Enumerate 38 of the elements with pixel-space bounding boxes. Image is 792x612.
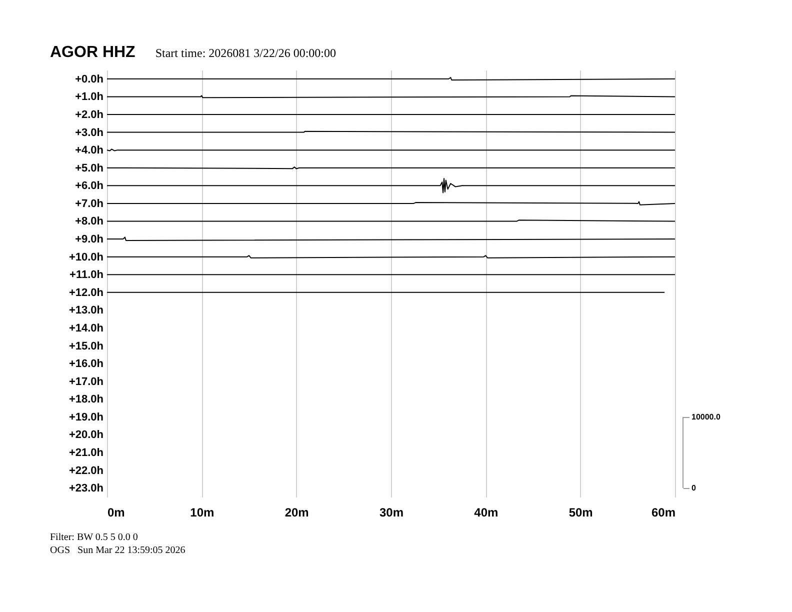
y-tick-label: +14.0h [68,322,104,334]
y2-tick-label: 10000.0 [692,412,721,422]
y-tick-label: +6.0h [75,180,104,192]
y-tick-label: +10.0h [68,251,104,264]
x-tick-label: 10m [190,506,214,520]
y-tick-label: +21.0h [68,447,104,460]
y-tick-label: +11.0h [70,269,104,282]
x-tick-label: 50m [568,506,593,520]
y-tick-label: +22.0h [68,464,104,477]
y-tick-label: +23.0h [68,482,104,495]
line-series [107,178,675,194]
y-tick-label: +4.0h [75,144,104,157]
y-tick-label: +13.0h [68,304,104,317]
y2-tick-label: 0 [692,484,696,493]
x-tick-label: 30m [379,506,404,520]
text: OGS Sun Mar 22 13:59:05 2026 [50,545,186,556]
y-tick-label: +2.0h [75,108,104,121]
y-tick-label: +16.0h [68,358,104,370]
y-tick-label: +15.0h [68,340,104,352]
chart-title: AGOR HHZ [50,44,136,61]
y-tick-label: +0.0h [75,73,104,86]
y-tick-label: +3.0h [75,126,104,139]
y-tick-label: +1.0h [75,91,104,104]
y-tick-label: +5.0h [75,162,104,174]
x-tick-label: 40m [474,506,498,520]
text: Filter: BW 0.5 5 0.0 0 [50,532,138,543]
x-tick-label: 0m [108,506,125,520]
chart-subtitle: Start time: 2026081 3/22/26 00:00:00 [155,46,336,60]
y-tick-label: +9.0h [75,234,104,246]
x-tick-label: 60m [651,506,676,520]
y-tick-label: +17.0h [68,376,104,388]
y-tick-label: +7.0h [75,198,104,210]
y-tick-label: +18.0h [68,394,104,406]
y-tick-label: +12.0h [68,286,104,299]
y-tick-label: +8.0h [75,216,104,228]
x-tick-label: 20m [284,506,309,520]
y-tick-label: +20.0h [68,429,104,442]
y-tick-label: +19.0h [68,411,104,424]
